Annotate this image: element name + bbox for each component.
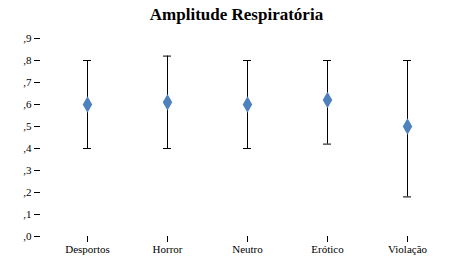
svg-text:,4: ,4 xyxy=(23,142,32,154)
svg-text:,7: ,7 xyxy=(23,76,32,88)
svg-text:,6: ,6 xyxy=(23,98,32,110)
svg-text:,2: ,2 xyxy=(23,186,31,198)
svg-text:,8: ,8 xyxy=(23,54,32,66)
svg-text:,5: ,5 xyxy=(23,120,32,132)
svg-text:Erótico: Erótico xyxy=(311,243,344,255)
svg-text:Desportos: Desportos xyxy=(65,243,110,255)
svg-text:Neutro: Neutro xyxy=(232,243,263,255)
svg-text:,1: ,1 xyxy=(23,208,31,220)
svg-text:,0: ,0 xyxy=(23,230,32,242)
html-text:Amplitude Respiratória: Amplitude Respiratória xyxy=(149,5,324,24)
svg-text:,9: ,9 xyxy=(23,32,32,44)
svg-text:Horror: Horror xyxy=(153,243,183,255)
svg-text:Violação: Violação xyxy=(388,243,428,255)
svg-text:,3: ,3 xyxy=(23,164,32,176)
